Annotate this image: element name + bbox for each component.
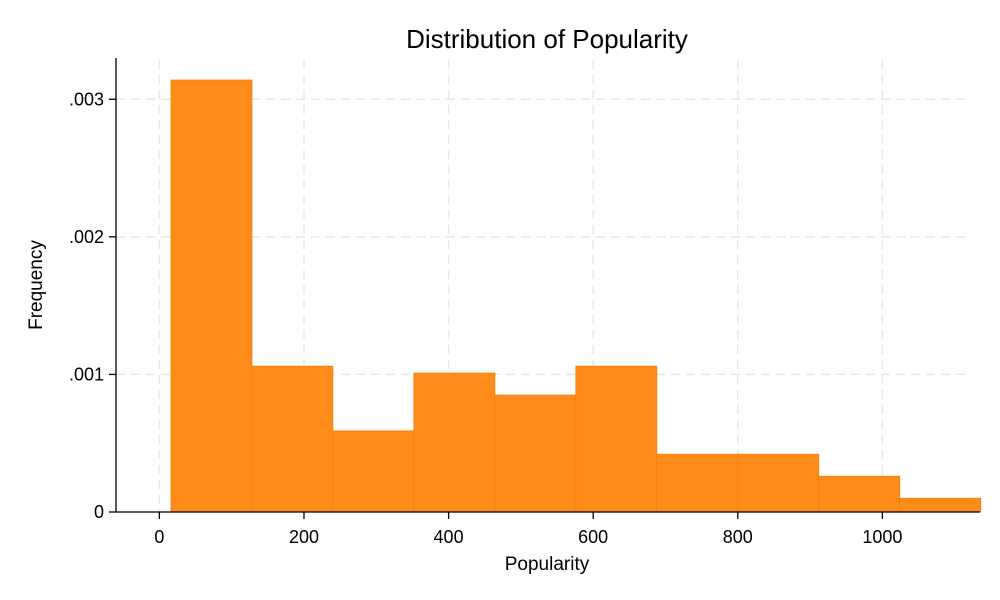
x-tick-label-200: 200 [289,527,319,547]
x-tick-label-0: 0 [154,527,164,547]
histogram-bar-7 [656,453,739,513]
histogram-bar-9 [818,475,901,513]
histogram-bar-3 [332,430,415,513]
chart-title: Distribution of Popularity [406,24,688,54]
x-axis-label: Popularity [505,554,590,575]
histogram-bars [170,79,982,513]
y-tick-label-.002: .002 [69,227,104,247]
histogram-bar-8 [737,453,820,513]
y-axis-label: Frequency [26,240,47,330]
histogram-bar-4 [413,372,496,513]
x-tick-label-600: 600 [578,527,608,547]
grid-lines [116,60,972,512]
histogram-bar-1 [170,79,253,513]
histogram-bar-6 [575,365,658,513]
y-tick-label-.001: .001 [69,364,104,384]
x-tick-label-400: 400 [434,527,464,547]
histogram-bar-5 [494,394,577,513]
x-tick-label-1000: 1000 [862,527,902,547]
histogram-bar-10 [899,497,982,513]
y-tick-label-.003: .003 [69,89,104,109]
histogram-bar-2 [251,365,334,513]
y-tick-label-0: 0 [94,502,104,522]
axes: 0 200 400 600 800 1000 0 .001 .002 .003 [69,58,980,547]
x-tick-label-800: 800 [723,527,753,547]
